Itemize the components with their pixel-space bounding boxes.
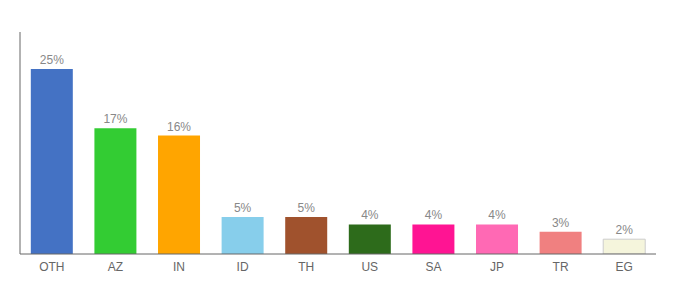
svg-text:5%: 5% [298, 201, 316, 215]
svg-text:US: US [361, 260, 378, 274]
svg-text:TR: TR [553, 260, 569, 274]
svg-text:ID: ID [237, 260, 249, 274]
svg-text:5%: 5% [234, 201, 252, 215]
svg-text:IN: IN [173, 260, 185, 274]
svg-text:4%: 4% [361, 208, 379, 222]
svg-text:AZ: AZ [108, 260, 123, 274]
svg-text:17%: 17% [103, 112, 127, 126]
svg-text:16%: 16% [167, 120, 191, 134]
svg-text:4%: 4% [488, 208, 506, 222]
svg-text:EG: EG [616, 260, 633, 274]
svg-text:4%: 4% [425, 208, 443, 222]
svg-text:SA: SA [425, 260, 441, 274]
svg-text:2%: 2% [616, 223, 634, 237]
svg-text:3%: 3% [552, 216, 570, 230]
svg-text:JP: JP [490, 260, 504, 274]
svg-text:25%: 25% [40, 53, 64, 67]
svg-text:TH: TH [298, 260, 314, 274]
svg-text:OTH: OTH [39, 260, 64, 274]
